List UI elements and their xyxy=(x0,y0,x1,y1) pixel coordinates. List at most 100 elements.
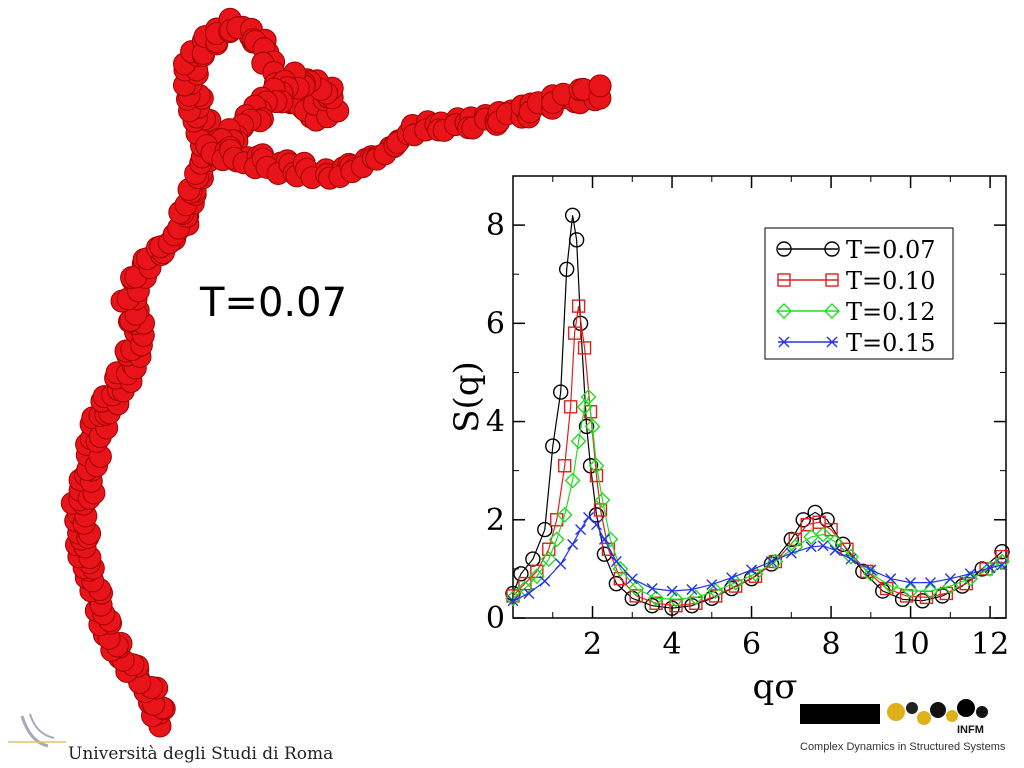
legend-marker xyxy=(826,336,838,348)
legend-entry: T=0.15 xyxy=(846,329,936,357)
data-point xyxy=(577,341,592,355)
data-point xyxy=(664,600,680,616)
data-point xyxy=(807,504,823,521)
data-point xyxy=(845,553,857,565)
legend-marker xyxy=(778,336,790,348)
data-point xyxy=(555,558,567,570)
data-point xyxy=(589,468,604,483)
data-point xyxy=(746,564,758,576)
data-point xyxy=(567,538,579,550)
legend-entry: T=0.10 xyxy=(846,267,936,295)
data-point xyxy=(805,541,817,553)
data-point xyxy=(584,418,601,435)
data-point xyxy=(553,384,569,400)
data-point xyxy=(626,573,638,585)
data-point xyxy=(812,515,826,529)
data-point xyxy=(686,584,698,596)
legend-entry: T=0.07 xyxy=(846,236,936,264)
data-point xyxy=(787,538,804,555)
data-point xyxy=(598,533,610,545)
data-point xyxy=(885,573,897,585)
series-line xyxy=(512,306,1003,607)
university-logo-icon xyxy=(8,713,66,748)
data-point xyxy=(537,521,553,538)
legend-marker xyxy=(824,241,840,257)
data-point xyxy=(608,575,625,592)
cluster-bead xyxy=(588,74,612,98)
data-point xyxy=(996,559,1008,571)
data-point xyxy=(964,568,976,580)
data-point xyxy=(914,593,931,609)
data-point xyxy=(564,207,581,223)
infm-logo-icon xyxy=(800,699,988,725)
legend-box xyxy=(764,227,954,360)
data-point xyxy=(588,507,605,523)
data-point xyxy=(728,579,743,593)
data-point xyxy=(568,232,585,248)
data-point xyxy=(602,531,619,548)
data-point xyxy=(687,589,704,606)
data-point xyxy=(827,533,844,550)
data-point xyxy=(644,598,660,614)
data-point xyxy=(815,526,832,543)
data-point xyxy=(593,503,608,517)
data-point xyxy=(768,554,783,569)
data-point xyxy=(556,506,573,523)
y-tick-label: 0 xyxy=(486,601,505,636)
data-point xyxy=(668,591,684,608)
data-point xyxy=(835,536,851,553)
data-point xyxy=(578,418,595,435)
data-point xyxy=(571,299,586,313)
data-point xyxy=(590,519,602,531)
legend-marker xyxy=(777,273,791,287)
data-point xyxy=(558,261,575,278)
data-point xyxy=(707,582,724,599)
data-point xyxy=(767,553,784,570)
data-point xyxy=(576,398,593,415)
data-point xyxy=(979,562,993,576)
data-point xyxy=(596,546,613,562)
data-point xyxy=(995,549,1009,564)
data-point xyxy=(542,542,556,556)
data-point xyxy=(894,591,911,608)
data-point xyxy=(902,582,919,599)
data-point xyxy=(648,590,665,607)
data-point xyxy=(704,590,720,607)
infm-logo-text: INFM xyxy=(957,724,984,736)
data-point xyxy=(709,589,723,603)
data-point xyxy=(984,562,996,574)
x-tick-label: 2 xyxy=(583,627,602,662)
data-point xyxy=(530,564,544,579)
data-point xyxy=(588,457,605,474)
data-point xyxy=(528,568,545,585)
x-tick-label: 4 xyxy=(662,627,681,662)
data-point xyxy=(580,389,597,405)
x-tick-label: 12 xyxy=(971,627,1009,662)
data-point xyxy=(795,512,811,528)
series-T=0.15 xyxy=(507,511,1008,607)
data-point xyxy=(924,577,936,589)
data-point xyxy=(788,532,802,547)
legend-marker xyxy=(824,303,840,319)
legend-marker xyxy=(825,273,839,287)
data-point xyxy=(954,578,970,594)
data-point xyxy=(507,595,519,607)
data-point xyxy=(922,582,939,599)
data-point xyxy=(684,598,700,614)
data-point xyxy=(540,551,557,568)
data-point xyxy=(726,572,738,584)
data-point xyxy=(548,531,565,548)
university-name: Università degli Studi di Roma xyxy=(68,744,334,764)
data-point xyxy=(613,572,628,586)
y-tick-label: 6 xyxy=(486,306,505,341)
data-point xyxy=(646,583,658,595)
temperature-label: T=0.07 xyxy=(200,280,348,326)
data-point xyxy=(765,556,777,568)
data-point xyxy=(564,472,581,489)
data-point xyxy=(506,589,520,603)
data-point xyxy=(567,326,582,340)
infm-logo-subtitle: Complex Dynamics in Structured Systems xyxy=(800,741,1006,753)
y-tick-label: 4 xyxy=(486,405,505,440)
